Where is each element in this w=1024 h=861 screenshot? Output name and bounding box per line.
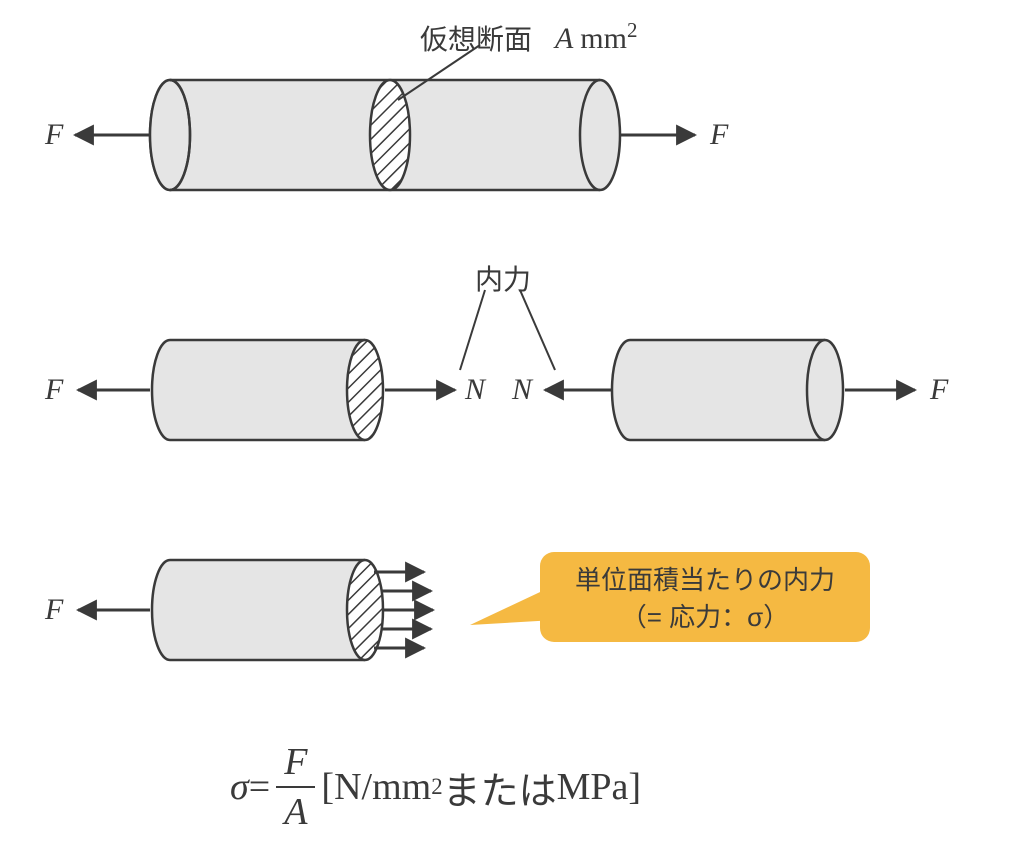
virtual-section-label: 仮想断面 (420, 18, 532, 58)
F-left-3: F (45, 593, 63, 627)
N-left: N (465, 373, 485, 407)
F-right-2: F (930, 373, 948, 407)
F-left-2: F (45, 373, 63, 407)
internal-force-label: 内力 (475, 258, 531, 298)
row2-left-half (78, 340, 455, 440)
area-label: A mm2 (555, 18, 637, 56)
row3-stress-half (78, 560, 433, 660)
callout-line2: （= 応力：σ） (621, 597, 789, 634)
row2-right-half (545, 340, 915, 440)
row1-full-bar (75, 45, 695, 190)
stress-callout: 単位面積当たりの内力 （= 応力：σ） (540, 552, 870, 642)
F-right-1: F (710, 118, 728, 152)
F-left-1: F (45, 118, 63, 152)
callout-line1: 単位面積当たりの内力 (575, 560, 835, 597)
N-right: N (512, 373, 532, 407)
stress-formula: σ = F A [N/mm2 またはMPa] (230, 740, 641, 834)
